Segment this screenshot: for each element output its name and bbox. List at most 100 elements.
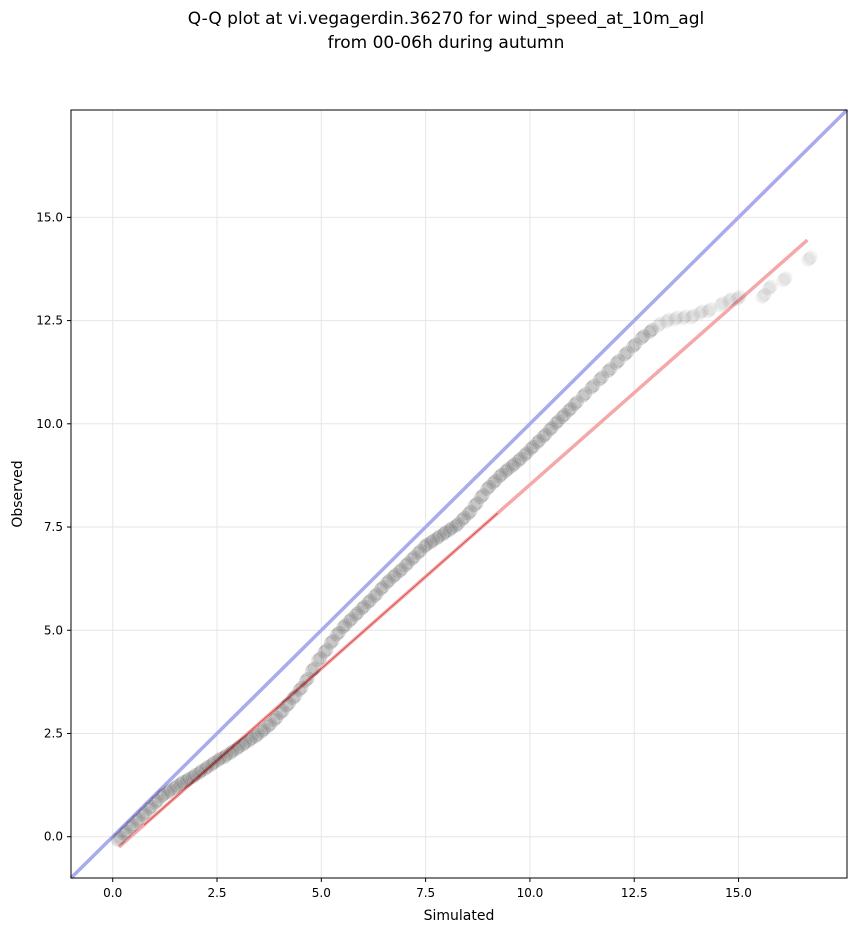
data-point (339, 618, 353, 632)
data-point (123, 821, 137, 835)
data-point (564, 401, 578, 416)
data-point (536, 430, 550, 444)
data-point (192, 766, 206, 780)
data-point (603, 362, 618, 376)
data-point (495, 467, 509, 481)
data-point (505, 459, 519, 474)
y-tick-label: 5.0 (44, 623, 63, 637)
data-point (187, 769, 201, 783)
data-point (364, 593, 378, 607)
data-point (592, 373, 607, 387)
chart-title-line-1: Q-Q plot at vi.vegagerdin.36270 for wind… (188, 9, 704, 29)
data-point (224, 745, 239, 759)
x-tick-label: 10.0 (517, 886, 544, 900)
data-point (249, 728, 264, 743)
x-tick-label: 2.5 (207, 886, 226, 900)
data-point (336, 620, 350, 635)
data-point (292, 683, 306, 697)
data-point (151, 793, 165, 807)
data-point (420, 537, 434, 551)
data-point (393, 563, 408, 578)
data-point (210, 754, 225, 768)
data-point (370, 587, 384, 601)
data-point (375, 581, 389, 595)
data-point (556, 409, 571, 423)
data-point (450, 518, 464, 532)
x-tick-label: 12.5 (621, 886, 648, 900)
data-point (361, 596, 375, 610)
data-point (498, 464, 513, 479)
data-point (329, 628, 344, 642)
data-point (110, 833, 125, 847)
x-tick-label: 7.5 (416, 886, 435, 900)
data-point (235, 738, 250, 752)
data-point (345, 611, 359, 626)
y-tick-label: 2.5 (44, 726, 63, 740)
data-point (575, 389, 590, 404)
data-point (520, 445, 534, 460)
data-point (531, 434, 545, 449)
data-point (567, 397, 582, 412)
data-point (325, 635, 339, 649)
data-point (307, 661, 322, 675)
data-point (157, 787, 171, 801)
data-point (548, 416, 563, 431)
data-point (348, 608, 362, 622)
data-point (300, 673, 314, 687)
data-point (519, 447, 533, 461)
data-point (555, 410, 569, 425)
data-point (332, 625, 347, 639)
data-point (492, 470, 506, 484)
data-point (379, 576, 394, 590)
data-point (481, 481, 495, 495)
data-point (587, 378, 601, 392)
data-point (467, 499, 481, 513)
data-point (323, 636, 337, 650)
data-point (301, 671, 315, 686)
data-point (223, 746, 237, 761)
data-point (142, 802, 156, 816)
data-point (476, 487, 491, 502)
data-point (439, 525, 453, 539)
data-point (577, 388, 591, 402)
data-point (578, 386, 593, 401)
data-point (185, 770, 200, 785)
data-point (514, 451, 528, 466)
data-point (311, 653, 325, 668)
data-point (273, 706, 287, 721)
data-point (389, 567, 403, 582)
data-point (539, 427, 553, 441)
data-point (204, 758, 219, 772)
data-point (584, 381, 598, 395)
y-axis-label: Observed (10, 460, 26, 527)
data-point (342, 614, 356, 629)
data-point (188, 767, 203, 782)
x-tick-label: 5.0 (312, 886, 331, 900)
data-point (231, 741, 245, 755)
data-point (475, 489, 489, 503)
data-point (326, 633, 340, 648)
data-point (634, 331, 648, 346)
data-point (179, 774, 194, 788)
data-point (198, 762, 212, 776)
data-point (282, 696, 297, 710)
data-point (523, 442, 538, 456)
data-point (256, 723, 270, 738)
data-point (414, 543, 428, 558)
data-point (537, 428, 552, 443)
data-point (243, 732, 258, 747)
data-point (462, 505, 477, 520)
data-point (486, 476, 500, 490)
data-point (163, 783, 178, 797)
data-point (635, 330, 650, 344)
data-point (512, 453, 527, 467)
data-point (137, 807, 151, 821)
data-point (293, 682, 308, 696)
data-point (170, 779, 184, 793)
data-point (232, 739, 247, 754)
data-point (174, 776, 189, 790)
data-point (337, 619, 351, 633)
data-point (117, 827, 131, 841)
data-point (483, 479, 497, 494)
